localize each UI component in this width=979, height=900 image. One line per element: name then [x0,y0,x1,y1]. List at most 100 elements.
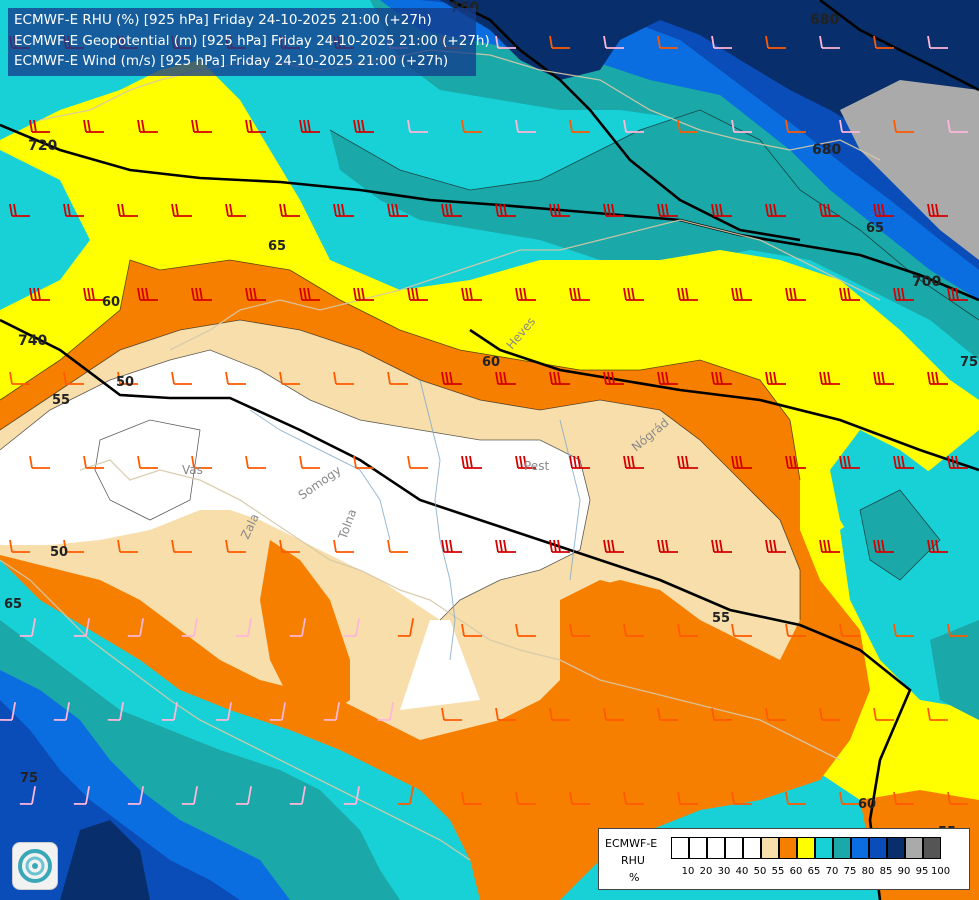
wind-barb-icon [461,455,482,469]
rhu-70-left [0,150,90,310]
wind-barb-icon [947,623,968,637]
wind-barb-icon [495,35,516,49]
wind-barb-icon [279,203,300,217]
wind-barb-icon [171,539,192,553]
wind-barb-icon [215,702,233,721]
wind-barb-icon [657,35,678,49]
place-label-pest: Pest [524,459,549,473]
wind-barb-icon [191,119,212,133]
wind-barb-icon [711,707,732,721]
wind-barb-icon [171,203,192,217]
wind-barb-icon [387,203,408,217]
wind-barb-icon [289,786,307,805]
legend-unit: % [629,871,640,884]
wind-barb-icon [603,371,624,385]
legend-model: ECMWF-E [605,837,658,850]
wind-barb-icon [299,119,320,133]
legend-swatch [905,837,923,859]
wind-barb-icon [495,707,516,721]
wind-barb-icon [407,455,428,469]
rhu-85-southwest [0,700,240,900]
wind-barb-icon [73,786,91,805]
geopotential-label: 700 [912,274,941,290]
wind-barb-icon [225,371,246,385]
wind-barb-icon [947,287,968,301]
rhu-60-tongue-west [260,540,350,720]
title-line-wind: ECMWF-E Wind (m/s) [925 hPa] Friday 24-1… [14,53,449,69]
rhu-label: 65 [4,597,22,612]
rhu-contours [0,109,979,621]
wind-barb-icon [83,455,104,469]
wind-barb-icon [63,203,84,217]
wind-barb-icon [515,287,536,301]
legend-tick-label: 30 [717,866,731,877]
rhu-label: 60 [102,295,120,310]
wind-barb-icon [785,119,806,133]
wind-barb-icon [603,707,624,721]
wind-barb-icon [407,119,428,133]
wind-barb-icon [461,623,482,637]
geopotential-label: 680 [810,12,839,28]
wind-barb-icon [181,786,199,805]
wind-barb-icon [441,539,462,553]
wind-barb-icon [785,623,806,637]
wind-barb-icon [711,203,732,217]
wind-barb-icon [333,203,354,217]
rhu-label: 75 [960,355,978,370]
rhu-label: 65 [866,221,884,236]
wind-barb-icon [515,455,536,469]
wind-barb-icon [245,455,266,469]
wind-barb-icon [83,119,104,133]
rhu-label: 50 [116,375,134,390]
legend-tick-label: 75 [843,866,857,877]
wind-barb-icon [677,287,698,301]
wind-barb-icon [235,618,253,637]
wind-barb-icon [657,371,678,385]
wind-barb-icon [677,119,698,133]
wind-barb-icon [515,623,536,637]
rhu-90-southwest [60,820,150,900]
wind-barb-icon [657,539,678,553]
wind-barb-icon [819,203,840,217]
legend-swatch [833,837,851,859]
title-line-geopotential: ECMWF-E Geopotential (m) [925 hPa] Frida… [14,32,490,49]
wind-barb-icon [83,287,104,301]
wind-barb-icon [137,455,158,469]
wind-barb-icon [63,371,84,385]
rivers [249,379,581,661]
wind-barb-icon [269,702,287,721]
rhu-label: 55 [52,393,70,408]
wind-barb-icon [765,203,786,217]
legend-swatch [671,837,689,859]
geopotential-label: 720 [28,138,57,154]
wind-barb-icon [873,539,894,553]
wind-barb-icon [397,786,415,805]
legend-swatch [761,837,779,859]
wind-barb-icon [9,371,30,385]
wind-barb-icon [839,791,860,805]
wind-barb-icon [819,539,840,553]
legend-swatch [707,837,725,859]
wind-barb-icon [515,791,536,805]
wind-barb-icon [181,618,199,637]
wind-barb-icon [441,707,462,721]
wind-barb-icon [819,707,840,721]
wind-barb-icon [731,455,752,469]
wind-barb-icon [127,786,145,805]
wind-barb-icon [603,203,624,217]
wind-barb-icon [765,35,786,49]
legend-tick-label: 85 [879,866,893,877]
legend-swatch [923,837,941,859]
legend-variable: RHU [621,854,645,867]
wind-barb-icon [279,371,300,385]
wind-barb-icon [893,791,914,805]
wind-barb-icon [53,702,71,721]
rhu-label: 55 [712,611,730,626]
legend-swatch [689,837,707,859]
wind-barb-icon [441,371,462,385]
geopotential-label: 740 [18,333,47,349]
wind-barb-icon [711,539,732,553]
wind-barb-icon [29,455,50,469]
wind-barb-icon [9,539,30,553]
